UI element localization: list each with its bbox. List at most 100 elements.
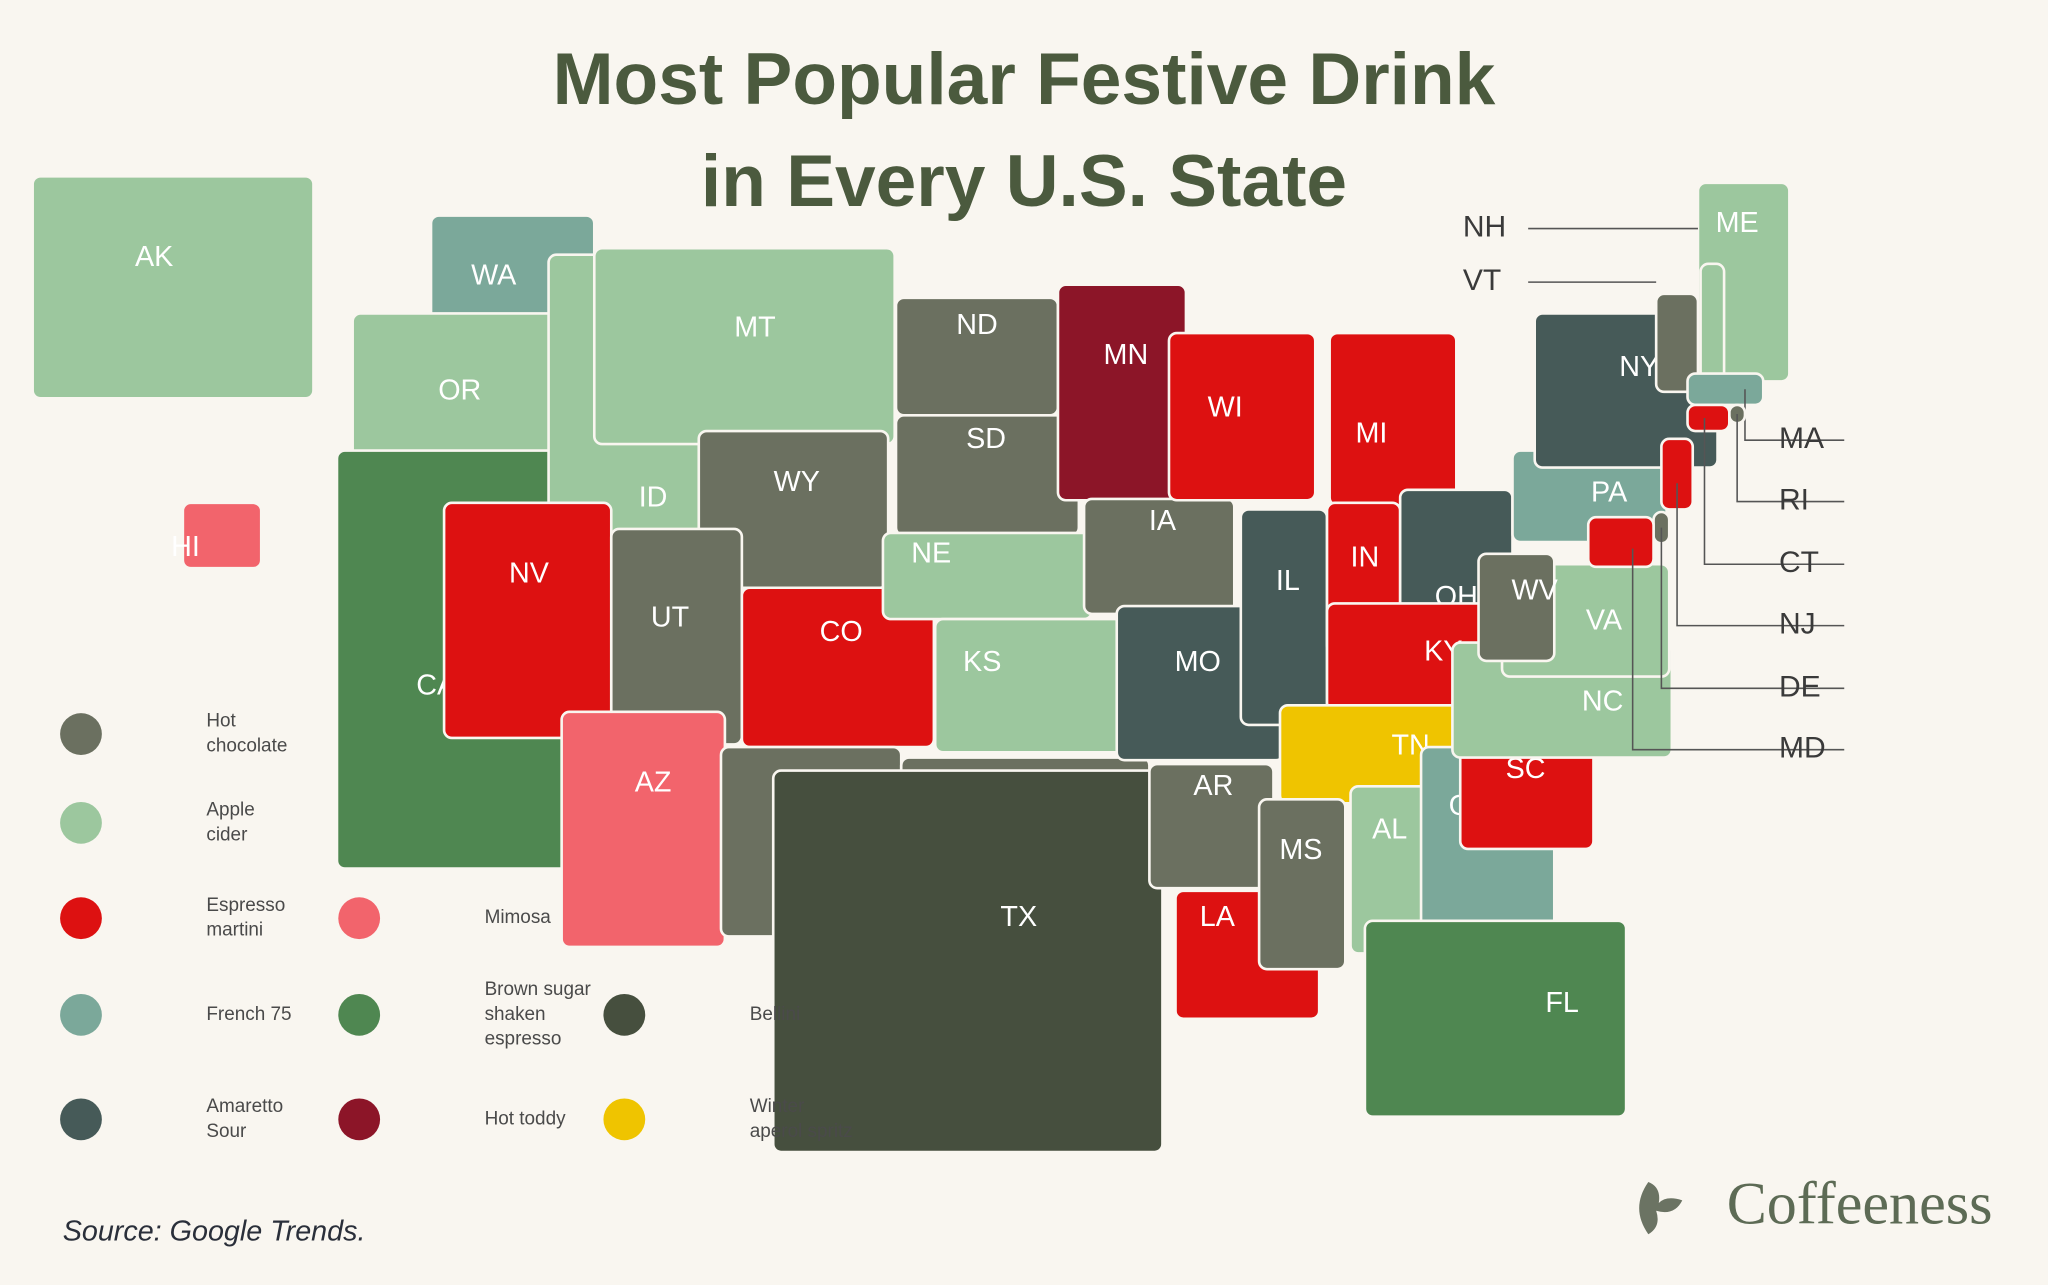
brand-name: Coffeeness — [1727, 1169, 1993, 1236]
callout-label: VT — [1463, 264, 1501, 297]
legend-label: Brown sugar — [485, 979, 591, 1000]
state-label: IL — [1276, 565, 1300, 597]
legend-label: cider — [206, 824, 247, 845]
legend-label: chocolate — [206, 735, 287, 756]
legend-swatch — [338, 1098, 381, 1141]
state-label: CO — [820, 616, 863, 648]
leader-line — [1660, 527, 1845, 690]
leader-line — [1703, 417, 1845, 566]
callout-label: NH — [1463, 211, 1506, 244]
legend-label: aperol spritz — [750, 1121, 853, 1142]
state — [1257, 798, 1347, 971]
state-label: AK — [135, 241, 173, 273]
state-label: HI — [171, 531, 200, 563]
legend-label: martini — [206, 920, 263, 941]
callout-label: MD — [1779, 732, 1826, 765]
state-label: VA — [1586, 604, 1623, 636]
state — [1328, 331, 1458, 507]
state-label: SD — [966, 423, 1006, 455]
callout-label: CT — [1779, 546, 1819, 579]
legend: Hot chocolate Apple cider Espresso martini Fre… — [60, 711, 853, 1142]
state-label: MN — [1104, 339, 1149, 371]
title-line: in Every U.S. State — [701, 141, 1347, 222]
state-label: LA — [1200, 901, 1236, 933]
state — [1699, 262, 1726, 386]
state-label: MT — [734, 312, 775, 344]
logo-icon — [1639, 1182, 1683, 1235]
state-label: WV — [1512, 574, 1559, 606]
state — [1056, 283, 1188, 502]
state — [1239, 508, 1329, 727]
state-label: MI — [1355, 418, 1387, 450]
state — [1477, 552, 1556, 663]
legend-label: espresso — [485, 1029, 562, 1050]
state-label: MO — [1175, 646, 1221, 678]
state-label: AR — [1193, 770, 1233, 802]
legend-label: Espresso — [206, 895, 285, 916]
legend-label: Bellini — [750, 1004, 800, 1025]
state-label: ID — [639, 482, 668, 514]
source: Source: Google Trends. — [63, 1216, 366, 1248]
legend-label: Hot — [206, 711, 236, 732]
state — [560, 710, 727, 949]
legend-label: Apple — [206, 799, 254, 820]
state-label: AL — [1372, 813, 1407, 845]
legend-swatch — [603, 993, 646, 1036]
legend-swatch — [60, 801, 102, 844]
state — [1167, 331, 1317, 502]
brand-logo: Coffeeness — [1639, 1169, 1993, 1236]
state-label: MS — [1279, 834, 1322, 866]
state-label: NV — [509, 557, 550, 589]
legend-swatch — [60, 713, 102, 755]
state-label: OR — [438, 374, 481, 406]
state — [592, 246, 896, 446]
state-label: AZ — [635, 766, 672, 798]
state-label: UT — [651, 602, 689, 634]
legend-label: Mimosa — [485, 907, 552, 928]
state-label: PA — [1591, 476, 1628, 508]
state-label: IN — [1351, 542, 1380, 574]
legend-label: French 75 — [206, 1004, 291, 1025]
legend-swatch — [60, 993, 102, 1036]
callout-label: DE — [1779, 670, 1821, 703]
legend-label: shaken — [485, 1004, 546, 1025]
state — [1586, 515, 1655, 569]
state — [1363, 919, 1628, 1119]
legend-swatch — [338, 993, 381, 1036]
legend-label: Hot toddy — [485, 1108, 567, 1129]
state-layer: AKHIWAORCAIDMTWYNVUTAZCONMNDSDNEKSOKTXMN… — [31, 175, 1845, 1154]
state — [442, 501, 613, 740]
leader-line — [1676, 483, 1845, 627]
callout-label: MA — [1779, 422, 1824, 455]
leader-line — [1631, 548, 1845, 751]
legend-label: Amaretto — [206, 1096, 283, 1117]
callout-label: RI — [1779, 483, 1809, 516]
callout-label: NJ — [1779, 608, 1816, 641]
state-label: NY — [1619, 351, 1659, 383]
state — [1654, 292, 1700, 394]
state-label: ND — [956, 309, 997, 341]
legend-swatch — [60, 897, 102, 940]
state-label: TX — [1000, 901, 1037, 933]
state-label: WA — [471, 259, 517, 291]
legend-label: Winter — [750, 1096, 805, 1117]
state-label: KS — [963, 646, 1001, 678]
legend-swatch — [60, 1098, 102, 1141]
legend-label: Sour — [206, 1121, 246, 1142]
leader-line — [1736, 414, 1845, 503]
state — [31, 175, 315, 400]
state-label: NE — [911, 538, 951, 570]
state — [1686, 372, 1765, 407]
state — [771, 769, 1164, 1154]
state-label: IA — [1149, 505, 1177, 537]
state-label: WI — [1208, 391, 1243, 423]
state-label: NC — [1582, 685, 1623, 717]
title-line: Most Popular Festive Drink — [553, 39, 1496, 120]
legend-swatch — [338, 897, 381, 940]
legend-swatch — [603, 1098, 646, 1141]
state-label: FL — [1545, 987, 1579, 1019]
state — [1686, 403, 1731, 433]
state-label: WY — [774, 466, 820, 498]
state — [181, 501, 263, 570]
